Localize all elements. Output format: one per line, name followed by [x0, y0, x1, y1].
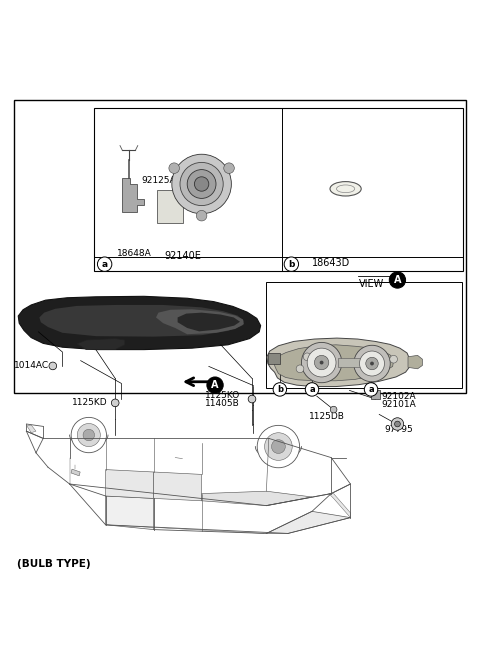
Text: VIEW: VIEW [359, 279, 384, 289]
Polygon shape [106, 470, 154, 499]
Text: 92140E: 92140E [164, 251, 201, 261]
Circle shape [169, 163, 180, 173]
Polygon shape [267, 338, 410, 386]
Text: b: b [288, 260, 295, 269]
Text: a: a [309, 385, 315, 394]
Circle shape [390, 356, 397, 363]
Circle shape [296, 365, 304, 373]
Circle shape [97, 257, 112, 272]
Text: 92102A: 92102A [382, 392, 416, 401]
Polygon shape [18, 297, 261, 350]
Circle shape [187, 170, 216, 198]
Text: 18648A: 18648A [117, 249, 152, 258]
Text: 1125DB: 1125DB [309, 413, 345, 421]
Polygon shape [274, 345, 394, 380]
Circle shape [180, 163, 223, 205]
Circle shape [111, 399, 119, 407]
Circle shape [395, 421, 400, 427]
Circle shape [354, 345, 390, 382]
Circle shape [224, 163, 234, 173]
Circle shape [264, 433, 292, 461]
Text: 1125KO: 1125KO [205, 391, 240, 400]
Circle shape [370, 361, 374, 365]
Circle shape [257, 425, 300, 468]
Circle shape [391, 418, 404, 430]
FancyBboxPatch shape [94, 108, 463, 272]
Text: 1014AC: 1014AC [14, 361, 49, 371]
Circle shape [307, 348, 336, 377]
Text: 18643D: 18643D [312, 258, 350, 268]
Circle shape [207, 377, 223, 394]
Circle shape [172, 154, 231, 214]
Circle shape [284, 257, 299, 272]
Circle shape [364, 382, 378, 396]
Circle shape [196, 211, 207, 221]
Circle shape [366, 358, 378, 370]
Text: 92101A: 92101A [382, 400, 416, 409]
FancyBboxPatch shape [338, 358, 362, 367]
Circle shape [83, 429, 95, 441]
Circle shape [360, 351, 384, 376]
Circle shape [49, 362, 57, 370]
Polygon shape [71, 469, 80, 476]
Polygon shape [106, 496, 154, 529]
Text: 11405B: 11405B [205, 400, 240, 408]
Text: A: A [211, 380, 219, 390]
Circle shape [330, 406, 337, 413]
Text: a: a [368, 385, 374, 394]
Text: A: A [394, 275, 401, 285]
FancyBboxPatch shape [268, 354, 280, 364]
Polygon shape [122, 178, 144, 212]
Circle shape [248, 395, 256, 403]
Circle shape [389, 272, 406, 288]
Circle shape [303, 353, 311, 361]
Circle shape [194, 177, 209, 191]
Polygon shape [39, 305, 244, 337]
FancyBboxPatch shape [157, 190, 183, 223]
Circle shape [320, 361, 324, 365]
Circle shape [301, 342, 342, 382]
Circle shape [314, 356, 329, 370]
Text: b: b [277, 385, 283, 394]
Polygon shape [329, 493, 350, 518]
Polygon shape [266, 512, 350, 533]
Polygon shape [154, 472, 202, 501]
Circle shape [71, 417, 107, 453]
Polygon shape [202, 491, 312, 506]
Text: (BULB TYPE): (BULB TYPE) [17, 560, 90, 569]
Polygon shape [156, 309, 244, 335]
Text: 97795: 97795 [384, 425, 413, 434]
Circle shape [273, 382, 287, 396]
Polygon shape [27, 425, 36, 433]
Ellipse shape [330, 182, 361, 196]
Polygon shape [77, 338, 125, 350]
Text: 1125KD: 1125KD [72, 398, 108, 407]
Text: a: a [102, 260, 108, 269]
Polygon shape [408, 356, 422, 369]
Polygon shape [178, 313, 240, 331]
Circle shape [77, 424, 100, 447]
Text: 92125A: 92125A [141, 176, 176, 184]
FancyBboxPatch shape [14, 100, 466, 393]
FancyBboxPatch shape [371, 390, 380, 399]
Circle shape [272, 440, 285, 453]
FancyBboxPatch shape [266, 282, 462, 388]
Circle shape [305, 382, 319, 396]
